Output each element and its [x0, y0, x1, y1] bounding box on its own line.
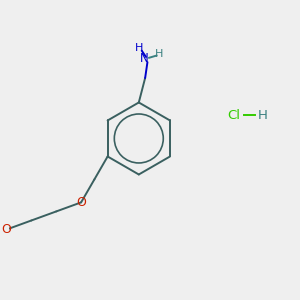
- Text: H: H: [135, 43, 144, 53]
- Text: O: O: [2, 223, 11, 236]
- Text: H: H: [155, 49, 164, 59]
- Text: Cl: Cl: [227, 109, 240, 122]
- Text: O: O: [76, 196, 86, 209]
- Text: H: H: [258, 109, 268, 122]
- Text: N: N: [140, 52, 148, 65]
